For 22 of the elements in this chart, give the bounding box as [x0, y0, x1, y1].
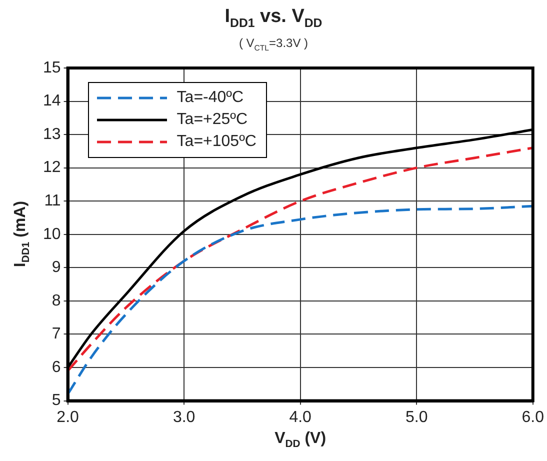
y-tick-label: 14	[43, 92, 61, 110]
y-tick-label: 7	[52, 326, 61, 343]
x-tick-label: 5.0	[405, 408, 428, 426]
chart-subtitle: ( V$_{CTL}$=3.3V )	[238, 36, 310, 52]
y-tick-label: 6	[52, 358, 61, 376]
legend-label: Ta=+25ºC	[176, 111, 248, 129]
y-tick-label: 10	[43, 226, 61, 243]
legend-label: Ta=-40ºC	[176, 89, 244, 107]
y-tick-label: 9	[52, 259, 61, 276]
x-tick-label: 2.0	[56, 408, 80, 426]
y-tick-label: 8	[52, 292, 61, 310]
chart-title: I$_{DD1}$ vs. V$_{DD}$	[224, 6, 324, 30]
y-tick-label: 5	[52, 392, 61, 410]
y-tick-label: 13	[43, 126, 61, 143]
legend-label: Ta=+105ºC	[176, 133, 256, 151]
y-tick-label: 15	[43, 59, 61, 76]
x-tick-label: 4.0	[289, 408, 312, 426]
x-axis-title: V$_{DD}$ (V)	[274, 430, 328, 450]
y-tick-label: 11	[44, 192, 61, 210]
x-tick-label: 3.0	[172, 408, 196, 426]
y-tick-label: 12	[43, 159, 61, 176]
x-tick-label: 6.0	[522, 408, 544, 426]
